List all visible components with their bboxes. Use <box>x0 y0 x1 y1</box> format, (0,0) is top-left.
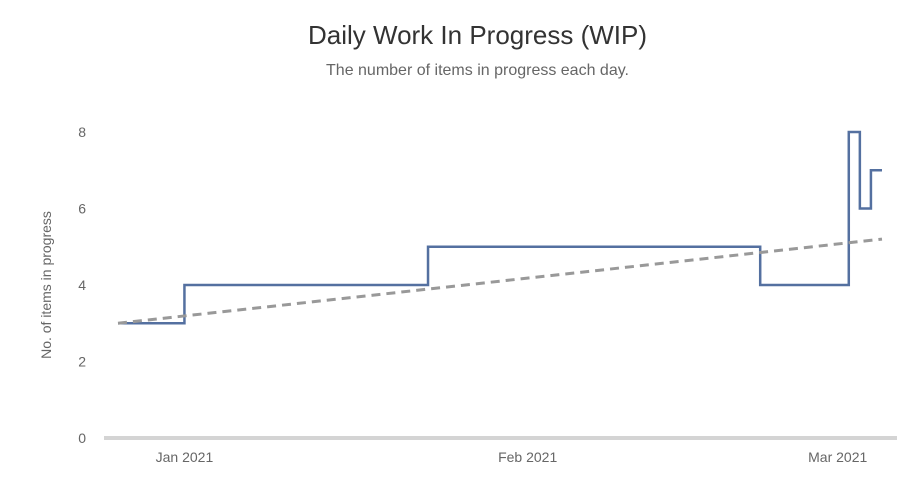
x-tick-label: Jan 2021 <box>156 449 214 465</box>
y-tick-label: 8 <box>78 124 86 140</box>
y-tick-label: 4 <box>78 277 86 293</box>
x-tick-label: Feb 2021 <box>498 449 557 465</box>
y-tick-label: 0 <box>78 430 86 446</box>
y-axis-label: No. of items in progress <box>38 211 54 359</box>
chart-subtitle: The number of items in progress each day… <box>326 62 629 79</box>
chart-title: Daily Work In Progress (WIP) <box>307 20 647 50</box>
trend-line <box>117 237 883 325</box>
y-tick-label: 2 <box>78 354 86 370</box>
y-tick-label: 6 <box>78 201 86 217</box>
x-tick-label: Mar 2021 <box>808 449 867 465</box>
wip-step-line <box>118 130 882 325</box>
